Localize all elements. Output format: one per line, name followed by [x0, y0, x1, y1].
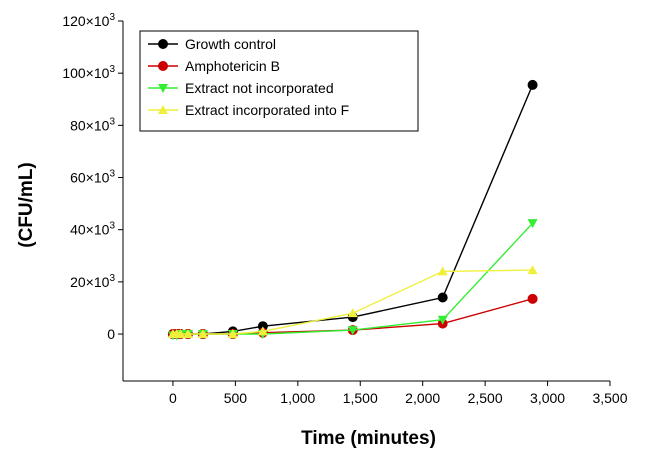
data-point — [347, 326, 358, 336]
data-point — [182, 329, 193, 339]
legend-entry: Extract not incorporated — [148, 80, 334, 96]
data-point — [527, 265, 538, 275]
y-tick-label: 40×103 — [70, 221, 115, 238]
x-tick-label: 2,000 — [405, 390, 440, 406]
x-tick-label: 2,500 — [468, 390, 503, 406]
legend-entry: Amphotericin B — [148, 58, 280, 74]
legend-marker — [158, 39, 168, 49]
legend-label: Extract not incorporated — [185, 80, 334, 96]
y-tick-label: 120×103 — [62, 12, 115, 29]
y-tick-label: 60×103 — [70, 169, 115, 186]
data-point — [437, 266, 448, 276]
data-point — [527, 219, 538, 229]
x-tick-label: 500 — [224, 390, 248, 406]
y-axis-title: (CFU/mL) — [16, 162, 37, 247]
x-axis-title: Time (minutes) — [301, 428, 436, 449]
x-tick-label: 3,500 — [592, 390, 627, 406]
data-point — [175, 329, 186, 339]
y-tick-label: 20×103 — [70, 273, 115, 290]
data-point — [257, 326, 268, 336]
data-point — [437, 315, 448, 325]
legend-marker — [158, 84, 168, 93]
legend-box — [139, 30, 419, 132]
x-tick-label: 1,000 — [280, 390, 315, 406]
legend-marker — [158, 61, 168, 71]
series-2 — [167, 219, 538, 341]
legend-entry: Extract incorporated into F — [148, 102, 349, 118]
legend: Growth control Amphotericin B Extract not … — [139, 30, 419, 132]
y-tick-label: 100×103 — [62, 64, 115, 81]
x-tick-label: 0 — [169, 390, 177, 406]
legend-label: Extract incorporated into F — [185, 102, 349, 118]
data-point — [437, 292, 448, 303]
data-point — [347, 308, 358, 318]
legend-marker — [158, 105, 168, 114]
legend-entry: Growth control — [148, 36, 276, 52]
series-line — [172, 269, 533, 335]
x-tick-label: 1,500 — [343, 390, 378, 406]
data-point — [227, 329, 238, 339]
data-point — [197, 329, 208, 339]
data-point — [527, 293, 538, 304]
series-3 — [167, 265, 538, 339]
y-tick-label: 0 — [107, 326, 115, 342]
legend-label: Growth control — [185, 36, 276, 52]
legend-label: Amphotericin B — [185, 58, 280, 74]
data-point — [527, 79, 538, 90]
axes: 0 20×103 40×103 60×103 80×103 100×103 120×103 0… — [62, 12, 627, 406]
series-layer — [167, 79, 538, 341]
x-tick-label: 3,000 — [530, 390, 565, 406]
y-tick-label: 80×103 — [70, 116, 115, 133]
